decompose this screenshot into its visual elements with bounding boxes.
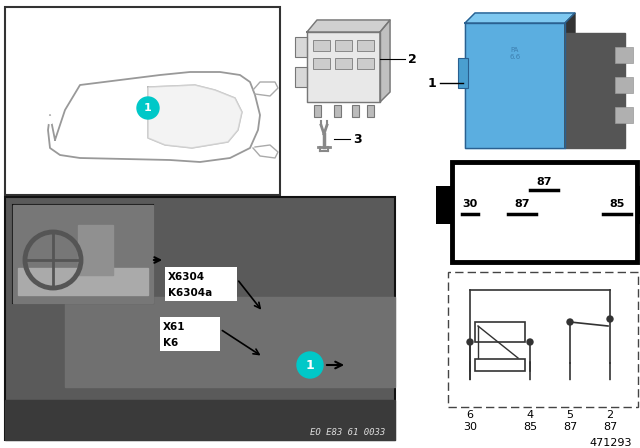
Text: 5: 5 (566, 410, 573, 420)
Text: 30: 30 (463, 422, 477, 432)
Polygon shape (380, 20, 390, 102)
Polygon shape (465, 13, 575, 23)
Bar (475, 359, 525, 371)
Text: PA
6.6: PA 6.6 (509, 47, 520, 60)
Circle shape (567, 319, 573, 325)
Bar (160, 317, 220, 351)
Circle shape (527, 339, 533, 345)
Bar (295, 67, 307, 87)
Bar (313, 58, 330, 69)
Bar (295, 37, 307, 57)
Circle shape (526, 381, 534, 389)
Text: 4: 4 (527, 410, 534, 420)
Polygon shape (5, 400, 395, 440)
Bar (448, 272, 638, 407)
Bar (436, 186, 452, 224)
Polygon shape (148, 85, 242, 148)
Bar (357, 58, 374, 69)
Bar (165, 267, 237, 301)
Polygon shape (65, 297, 395, 387)
Bar (452, 162, 637, 262)
Circle shape (137, 97, 159, 119)
Polygon shape (307, 32, 380, 102)
Text: 87: 87 (563, 422, 577, 432)
Bar (335, 40, 352, 51)
Polygon shape (565, 33, 625, 148)
Text: 87: 87 (603, 422, 617, 432)
Text: X6304: X6304 (168, 272, 205, 282)
Text: 6: 6 (467, 410, 474, 420)
Circle shape (467, 339, 473, 345)
Circle shape (47, 116, 54, 124)
Bar (5, 197, 395, 440)
Bar (637, 186, 640, 224)
Bar (475, 322, 525, 342)
Text: 87: 87 (536, 177, 552, 187)
Text: EO E83 61 0033: EO E83 61 0033 (310, 427, 385, 436)
Text: 1: 1 (144, 103, 152, 113)
Bar (352, 105, 359, 117)
Text: K6304a: K6304a (168, 288, 212, 298)
Text: K6: K6 (163, 338, 179, 348)
Text: 85: 85 (609, 199, 625, 209)
Bar (615, 107, 633, 123)
Text: 3: 3 (353, 133, 362, 146)
Circle shape (297, 352, 323, 378)
Text: 87: 87 (515, 199, 530, 209)
Bar (335, 58, 352, 69)
Circle shape (606, 381, 614, 389)
Circle shape (607, 316, 613, 322)
Bar (314, 105, 321, 117)
Bar (367, 105, 374, 117)
Polygon shape (465, 23, 565, 148)
Text: X61: X61 (163, 322, 186, 332)
Bar (5, 7, 280, 195)
Polygon shape (565, 13, 575, 148)
Circle shape (566, 381, 574, 389)
Bar (458, 58, 468, 88)
Polygon shape (307, 20, 390, 32)
Bar (13, 205, 153, 303)
Bar (357, 40, 374, 51)
Bar (313, 40, 330, 51)
Text: 1: 1 (306, 358, 314, 371)
Text: 2: 2 (607, 410, 614, 420)
Bar (334, 105, 341, 117)
Text: 2: 2 (408, 52, 417, 65)
Polygon shape (18, 268, 148, 295)
Polygon shape (78, 225, 113, 275)
Text: 471293: 471293 (589, 438, 632, 448)
Circle shape (466, 381, 474, 389)
Polygon shape (13, 205, 153, 303)
Bar (615, 47, 633, 63)
Text: 30: 30 (462, 199, 477, 209)
Text: 85: 85 (523, 422, 537, 432)
Text: 1: 1 (428, 77, 436, 90)
Bar (615, 77, 633, 93)
